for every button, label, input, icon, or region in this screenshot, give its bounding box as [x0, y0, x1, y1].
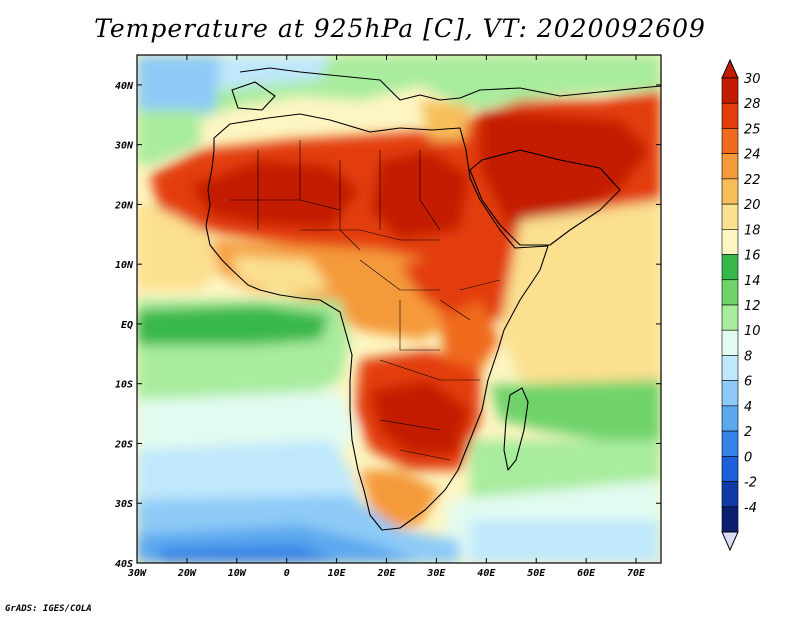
- y-tick-label: 40S: [115, 559, 133, 570]
- x-tick-label: 40E: [477, 568, 496, 579]
- y-tick-label: 30N: [114, 141, 134, 152]
- colorbar-label: 2: [744, 425, 752, 440]
- colorbar-swatch: [721, 405, 739, 432]
- colorbar-swatch: [721, 380, 739, 407]
- colorbar-label: 14: [744, 274, 761, 289]
- x-tick-label: 20E: [376, 568, 396, 579]
- colorbar-label: 8: [744, 349, 752, 364]
- colorbar-swatch: [721, 304, 739, 331]
- colorbar-swatch: [721, 279, 739, 306]
- x-tick-label: 30E: [426, 568, 446, 579]
- colorbar-label: 22: [744, 173, 761, 188]
- y-axis-labels: 40N 30N 20N 10N EQ 10S 20S 30S 40S: [114, 81, 134, 570]
- y-tick-label: 10N: [115, 260, 134, 271]
- plot-frame: [136, 54, 662, 564]
- colorbar-swatch: [721, 102, 739, 129]
- colorbar-swatch: [721, 203, 739, 230]
- colorbar-swatch: [721, 355, 739, 381]
- grads-credit: GrADS: IGES/COLA: [5, 604, 92, 614]
- colorbar-label: 30: [744, 72, 761, 87]
- colorbar-swatch: [721, 178, 739, 205]
- colorbar-label: 24: [744, 148, 761, 163]
- y-tick-label: 30S: [114, 499, 133, 510]
- colorbar-label: 16: [744, 249, 761, 264]
- colorbar-label: 12: [744, 299, 761, 314]
- y-tick-label: EQ: [121, 320, 133, 331]
- y-tick-label: 20N: [114, 200, 134, 211]
- colorbar-swatch: [721, 456, 739, 482]
- x-axis-labels: 30W 20W 10W 0 10E 20E 30E 40E 50E 60E 70E: [127, 568, 646, 579]
- colorbar-max-arrow: [721, 58, 739, 79]
- y-tick-label: 20S: [114, 439, 133, 450]
- colorbar-label: -2: [744, 476, 757, 491]
- colorbar-label: 18: [744, 223, 761, 238]
- coastlines: [205, 67, 661, 531]
- x-tick-label: 20W: [177, 568, 197, 579]
- x-tick-label: 10E: [328, 568, 347, 579]
- colorbar-swatch: [721, 329, 739, 356]
- x-tick-label: 30W: [127, 568, 147, 579]
- x-tick-label: 70E: [627, 568, 646, 579]
- x-tick-label: 10W: [228, 568, 247, 579]
- map-title: Temperature at 925hPa [C], VT: 202009260…: [94, 14, 706, 43]
- temperature-field: [137, 55, 661, 563]
- colorbar-label: 10: [744, 324, 761, 339]
- colorbar-swatch: [721, 128, 739, 154]
- colorbar-label: 20: [744, 198, 761, 213]
- y-tick-label: 40N: [115, 81, 134, 92]
- colorbar-label: 0: [744, 450, 752, 465]
- axis-ticks: [136, 55, 661, 564]
- y-tick-label: 10S: [115, 380, 133, 391]
- colorbar-label: 28: [744, 97, 761, 112]
- colorbar-label: 6: [744, 375, 752, 390]
- country-borders: [230, 140, 501, 461]
- colorbar-min-arrow: [721, 531, 739, 552]
- colorbar-swatch: [721, 506, 739, 533]
- x-tick-label: 50E: [527, 568, 546, 579]
- colorbar-label: 25: [744, 122, 761, 137]
- x-tick-label: 60E: [577, 568, 596, 579]
- colorbar-swatch: [721, 254, 739, 281]
- colorbar-label: -4: [744, 501, 757, 516]
- x-tick-label: 0: [284, 568, 290, 579]
- colorbar-swatch: [721, 77, 739, 104]
- colorbar-label: 4: [744, 400, 752, 415]
- colorbar-swatch: [721, 229, 739, 255]
- colorbar-swatch: [721, 481, 739, 508]
- colorbar-swatch: [721, 430, 739, 457]
- colorbar-swatch: [721, 153, 739, 180]
